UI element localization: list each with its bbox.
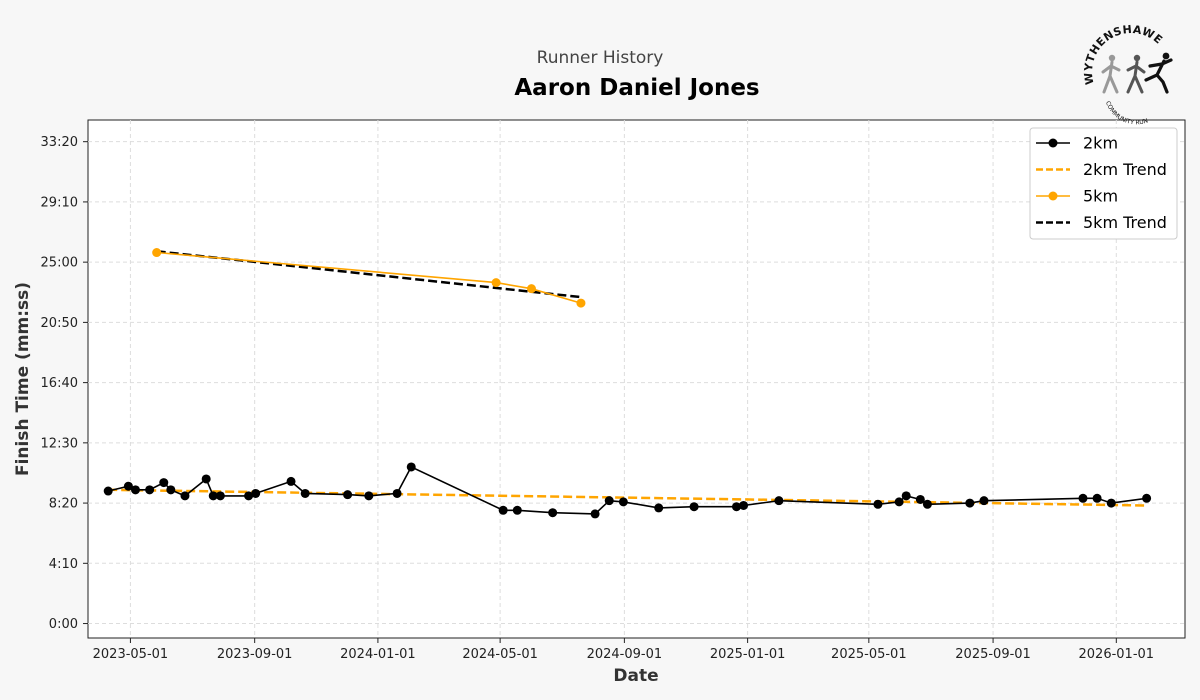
data-point [1078,493,1088,503]
data-point [103,486,113,496]
x-tick-label: 2023-09-01 [217,647,293,662]
plot-area [87,119,1186,639]
data-point [922,499,932,509]
y-tick-label: 4:10 [49,557,78,572]
data-point [286,476,296,486]
data-point [343,490,353,500]
data-point [208,491,218,501]
y-tick-label: 25:00 [41,256,78,271]
data-point [873,499,883,509]
x-tick-label: 2025-09-01 [955,647,1031,662]
data-point [215,491,225,501]
x-tick-label: 2025-01-01 [710,647,786,662]
data-point [130,485,140,495]
legend-label: 5km [1083,187,1118,206]
data-point [512,505,522,515]
data-point [498,505,508,515]
y-tick-label: 33:20 [41,135,78,150]
data-point [364,491,374,501]
y-tick-label: 29:10 [41,195,78,210]
x-tick-label: 2024-01-01 [340,647,416,662]
data-point [548,508,558,518]
data-point [915,494,925,504]
data-point [590,509,600,519]
y-tick-label: 20:50 [41,316,78,331]
data-point [732,502,742,512]
y-tick-label: 8:20 [49,497,78,512]
chart-title: Aaron Daniel Jones [514,75,759,101]
chart-supertitle: Runner History [537,48,664,68]
data-point [1142,493,1152,503]
data-point [406,462,416,472]
data-point [774,496,784,506]
legend-box [1029,127,1178,240]
data-point [689,502,699,512]
data-point [894,497,904,507]
series-layer [103,248,1152,519]
data-point [526,284,536,294]
x-tick-label: 2025-05-01 [831,647,907,662]
legend-marker [1048,191,1058,201]
data-point [392,488,402,498]
x-axis-label: Date [613,666,658,686]
data-point [654,503,664,513]
legend-marker [1048,138,1058,148]
data-point [901,491,911,501]
data-point [965,498,975,508]
data-point [244,491,254,501]
data-point [145,485,155,495]
data-point [180,491,190,501]
x-tick-label: 2026-01-01 [1079,647,1155,662]
y-tick-label: 16:40 [41,376,78,391]
x-tick-label: 2024-09-01 [587,647,663,662]
series-5km [152,248,586,308]
series-2km [103,462,1152,519]
data-point [576,298,586,308]
series-line [156,251,582,304]
x-tick-label: 2023-05-01 [93,647,169,662]
legend-label: 5km Trend [1083,213,1167,232]
y-tick-label: 0:00 [49,617,78,632]
data-point [123,481,133,491]
data-point [739,500,749,510]
data-point [300,488,310,498]
wythenshawe-logo: WYTHENSHAWE COMMUNITY RUN [1082,23,1173,126]
data-point [491,278,501,288]
legend-label: 2km [1083,134,1118,153]
data-point [251,488,261,498]
runners-icon [1101,52,1173,94]
data-point [618,497,628,507]
data-point [604,496,614,506]
data-point [201,474,211,484]
legend-label: 2km Trend [1083,160,1167,179]
axis-ticks: 2023-05-01 2023-09-01 2024-01-01 2024-05-01… [41,135,1155,662]
x-tick-label: 2024-05-01 [462,647,538,662]
data-point [166,485,176,495]
chart-legend: 2km 2km Trend 5km 5km Trend [1029,127,1178,240]
y-tick-label: 12:30 [41,436,78,451]
y-axis-label: Finish Time (mm:ss) [13,282,33,476]
data-point [1092,493,1102,503]
data-point [152,248,162,258]
data-point [159,478,169,488]
data-point [979,496,989,506]
data-point [1106,498,1116,508]
